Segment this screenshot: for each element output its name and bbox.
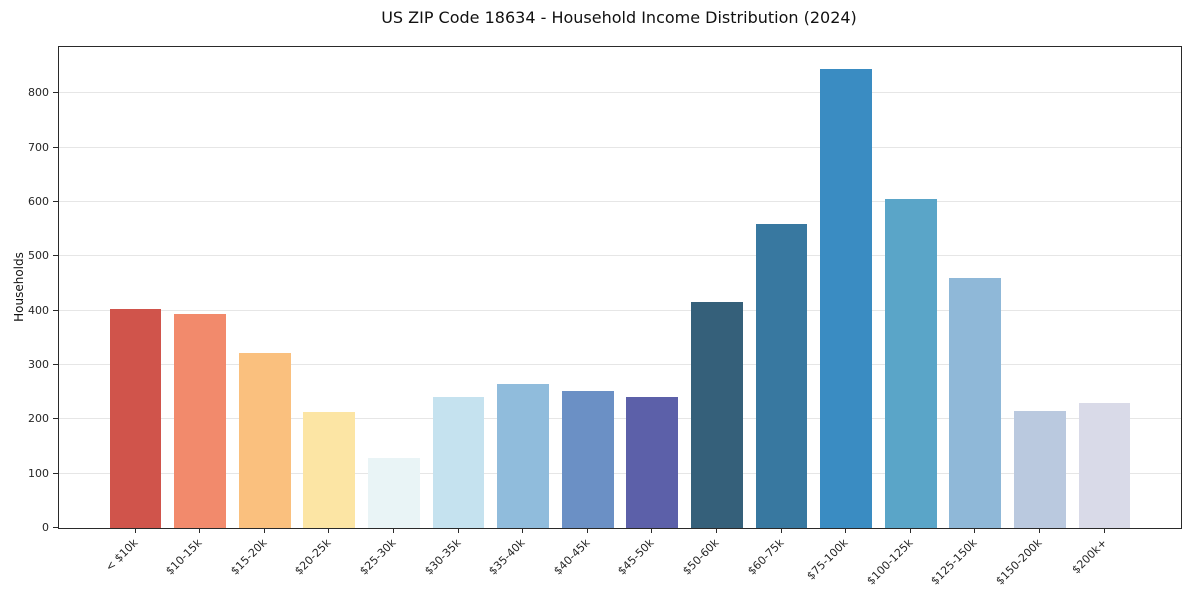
x-tick-label-0: < $10k bbox=[102, 536, 140, 574]
x-tick-mark-2 bbox=[263, 528, 265, 533]
bar-20-25k bbox=[303, 411, 356, 528]
x-tick-mark-15 bbox=[1103, 528, 1105, 533]
x-tick-mark-3 bbox=[328, 528, 330, 533]
bar-15-20k bbox=[238, 353, 291, 528]
y-tick-label-600: 600 bbox=[28, 194, 49, 208]
y-tick-label-300: 300 bbox=[28, 357, 49, 371]
x-tick-mark-9 bbox=[715, 528, 717, 533]
bar-150-200k bbox=[1014, 410, 1066, 528]
y-tick-mark-100 bbox=[53, 472, 58, 474]
bar-50-60k bbox=[691, 302, 743, 528]
x-tick-mark-14 bbox=[1038, 528, 1040, 533]
x-tick-mark-8 bbox=[651, 528, 653, 533]
x-tick-mark-0 bbox=[134, 528, 136, 533]
bar-40-45k bbox=[561, 391, 614, 528]
plot-area bbox=[58, 46, 1182, 529]
gridline-y-800 bbox=[59, 92, 1181, 94]
y-tick-mark-500 bbox=[53, 255, 58, 257]
y-tick-mark-0 bbox=[53, 527, 58, 528]
bar-25-30k bbox=[368, 457, 420, 528]
x-tick-mark-1 bbox=[199, 528, 201, 533]
y-tick-mark-200 bbox=[53, 418, 58, 420]
x-tick-mark-12 bbox=[909, 528, 911, 533]
gridline-y-100 bbox=[59, 472, 1181, 474]
y-tick-label-800: 800 bbox=[28, 86, 49, 100]
x-tick-mark-5 bbox=[457, 528, 459, 533]
y-tick-mark-700 bbox=[53, 146, 58, 148]
bar-30-35k bbox=[432, 397, 485, 528]
gridline-y-600 bbox=[59, 200, 1181, 202]
y-tick-label-400: 400 bbox=[28, 303, 49, 317]
y-tick-mark-800 bbox=[53, 92, 58, 94]
x-tick-mark-6 bbox=[522, 528, 524, 533]
gridline-y-500 bbox=[59, 255, 1181, 257]
bar-200k bbox=[1078, 403, 1131, 528]
y-tick-mark-400 bbox=[53, 309, 58, 311]
y-tick-mark-600 bbox=[53, 200, 58, 202]
y-tick-label-100: 100 bbox=[28, 466, 49, 480]
y-tick-label-200: 200 bbox=[28, 412, 49, 426]
bar-75-100k bbox=[820, 69, 872, 528]
x-tick-mark-7 bbox=[586, 528, 588, 533]
y-tick-mark-300 bbox=[53, 363, 58, 365]
bar-10-15k bbox=[174, 313, 226, 528]
gridline-y-300 bbox=[59, 363, 1181, 365]
x-tick-mark-10 bbox=[780, 528, 782, 533]
y-tick-label-500: 500 bbox=[28, 249, 49, 263]
x-tick-mark-4 bbox=[392, 528, 394, 533]
x-tick-mark-11 bbox=[845, 528, 847, 533]
y-tick-label-700: 700 bbox=[28, 140, 49, 154]
bar-35-40k bbox=[497, 383, 549, 528]
bar-60-75k bbox=[755, 223, 808, 528]
gridline-y-400 bbox=[59, 309, 1181, 311]
bar-45-50k bbox=[626, 397, 679, 528]
gridline-y-200 bbox=[59, 418, 1181, 420]
bar-100-125k bbox=[884, 199, 937, 528]
gridline-y-700 bbox=[59, 146, 1181, 148]
bar-10k bbox=[109, 308, 162, 528]
x-tick-mark-13 bbox=[974, 528, 976, 533]
y-tick-label-0: 0 bbox=[42, 521, 49, 534]
chart-title: US ZIP Code 18634 - Household Income Dis… bbox=[381, 8, 857, 27]
bar-125-150k bbox=[949, 278, 1002, 528]
